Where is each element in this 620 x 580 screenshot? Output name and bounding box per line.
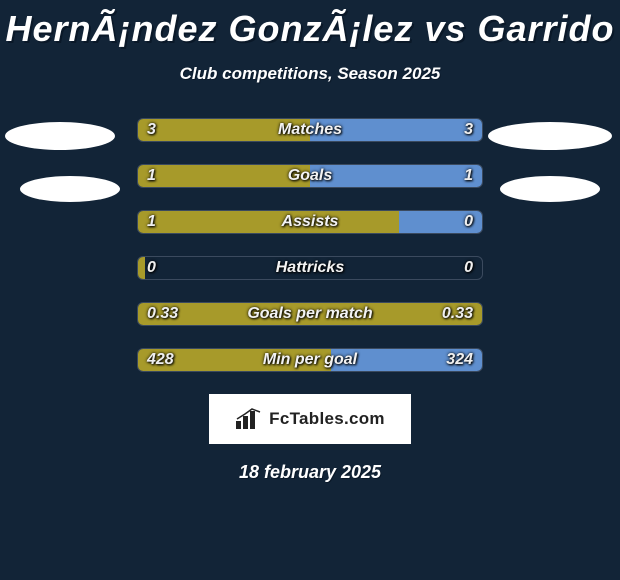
bar-track: [137, 164, 483, 188]
value-right: 0.33: [432, 302, 483, 326]
page-title: HernÃ¡ndez GonzÃ¡lez vs Garrido: [0, 0, 620, 50]
value-left: 1: [137, 164, 166, 188]
value-right: 0: [454, 256, 483, 280]
logo-text: FcTables.com: [269, 409, 385, 429]
decorative-ellipse: [488, 122, 612, 150]
stat-row: 0.330.33Goals per match: [137, 302, 483, 326]
bar-left: [138, 303, 482, 325]
bar-left: [138, 211, 399, 233]
bar-track: [137, 210, 483, 234]
stat-row: 00Hattricks: [137, 256, 483, 280]
subtitle: Club competitions, Season 2025: [0, 64, 620, 84]
decorative-ellipse: [20, 176, 120, 202]
stat-row: 33Matches: [137, 118, 483, 142]
value-right: 0: [454, 210, 483, 234]
bar-track: [137, 118, 483, 142]
value-right: 324: [436, 348, 483, 372]
decorative-ellipse: [500, 176, 600, 202]
stat-row: 11Goals: [137, 164, 483, 188]
stats-container: 33Matches11Goals10Assists00Hattricks0.33…: [0, 118, 620, 372]
stat-row: 428324Min per goal: [137, 348, 483, 372]
logo-box: FcTables.com: [209, 394, 411, 444]
value-left: 428: [137, 348, 184, 372]
decorative-ellipse: [5, 122, 115, 150]
value-right: 3: [454, 118, 483, 142]
bar-track: [137, 348, 483, 372]
value-left: 0.33: [137, 302, 188, 326]
value-left: 1: [137, 210, 166, 234]
bars-icon: [235, 408, 263, 430]
stat-row: 10Assists: [137, 210, 483, 234]
bar-track: [137, 256, 483, 280]
date-label: 18 february 2025: [0, 462, 620, 483]
value-right: 1: [454, 164, 483, 188]
value-left: 0: [137, 256, 166, 280]
value-left: 3: [137, 118, 166, 142]
